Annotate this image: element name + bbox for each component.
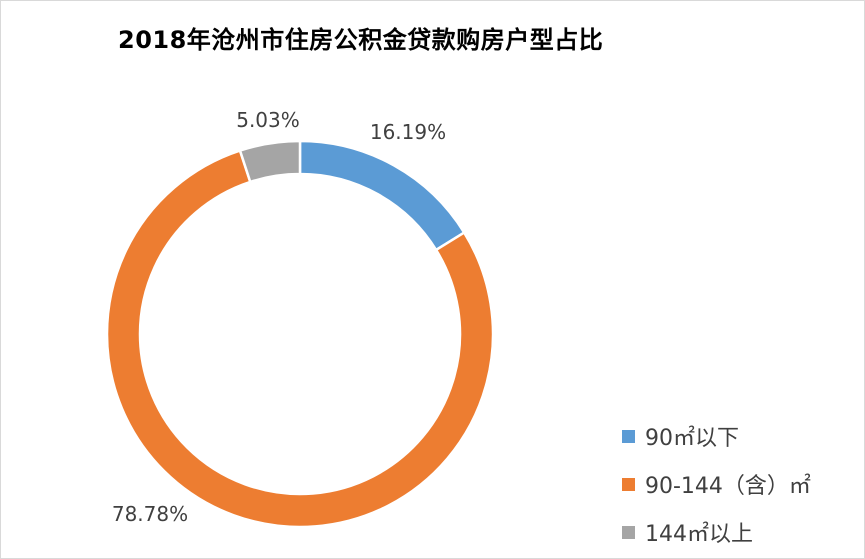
slice-over-144 (238, 139, 302, 184)
legend-item-over-144: 144㎡以上 (622, 508, 811, 556)
legend-swatch (622, 429, 635, 443)
data-label: 78.78% (112, 502, 188, 526)
legend-label: 144㎡以上 (645, 522, 753, 547)
legend-label: 90㎡以下 (645, 426, 739, 451)
data-label: 16.19% (370, 120, 446, 144)
legend-label: 90-144（含）㎡ (645, 474, 811, 499)
data-labels: 16.19% 78.78% 5.03% (112, 108, 446, 526)
slice-under-90 (298, 139, 466, 252)
donut-slices (105, 139, 495, 529)
legend: 90㎡以下 90-144（含）㎡ 144㎡以上 (622, 412, 811, 556)
data-label: 5.03% (236, 108, 300, 132)
legend-swatch (622, 525, 635, 539)
legend-swatch (622, 477, 635, 491)
legend-item-under-90: 90㎡以下 (622, 412, 811, 460)
chart-title: 2018年沧州市住房公积金贷款购房户型占比 (118, 26, 604, 54)
legend-item-90-144: 90-144（含）㎡ (622, 460, 811, 508)
slice-90-144 (105, 148, 495, 529)
